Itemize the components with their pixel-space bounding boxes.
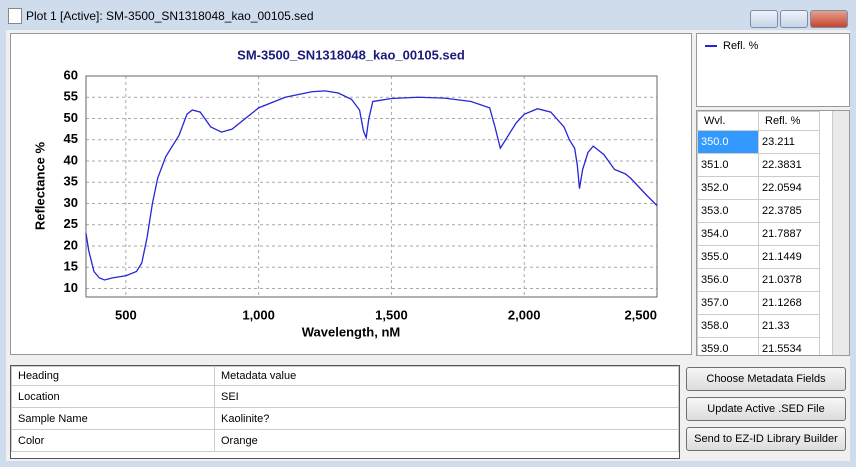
column-header: Refl. % [758,111,820,131]
metadata-cell: Sample Name [11,407,215,430]
y-tick-label: 40 [64,152,78,167]
x-tick-label: 1,500 [375,307,408,322]
metadata-panel: Heading Metadata value Location SEI Sample N… [10,365,680,459]
table-cell: 21.33 [758,314,820,338]
table-row: 350.0 23.211 [697,130,820,154]
table-row: 358.0 21.33 [697,314,820,338]
metadata-cell: Color [11,429,215,452]
y-tick-label: 45 [64,131,78,146]
table-row: 357.0 21.1268 [697,291,820,315]
table-cell: 22.0594 [758,176,820,200]
table-cell: 21.0378 [758,268,820,292]
action-button[interactable]: Update Active .SED File [686,397,846,421]
table-row: 359.0 21.5534 [697,337,820,355]
table-cell: 350.0 [697,130,759,154]
table-cell: 22.3785 [758,199,820,223]
y-tick-label: 15 [64,259,78,274]
y-tick-label: 25 [64,216,78,231]
minimize-button[interactable] [750,10,778,28]
plot-frame [85,75,658,298]
x-axis-label: Wavelength, nM [302,324,400,339]
table-row: 353.0 22.3785 [697,199,820,223]
chart: SM-3500_SN1318048_kao_00105.sed Waveleng… [10,33,692,355]
legend-label: Refl. % [723,40,759,52]
x-tick-label: 2,500 [624,307,657,322]
x-tick-label: 500 [115,307,137,322]
table-cell: 357.0 [697,291,759,315]
table-cell: 355.0 [697,245,759,269]
y-tick-label: 35 [64,174,78,189]
spectrum-line [85,90,658,281]
title-bar: Plot 1 [Active]: SM-3500_SN1318048_kao_0… [0,0,856,30]
scrollbar[interactable] [832,111,849,355]
window-title: Plot 1 [Active]: SM-3500_SN1318048_kao_0… [26,9,314,23]
metadata-cell[interactable]: Orange [214,429,679,452]
y-tick-label: 20 [64,237,78,252]
table-cell: 359.0 [697,337,759,355]
legend: Refl. % [696,33,850,107]
table-row: 354.0 21.7887 [697,222,820,246]
column-header: Metadata value [214,366,679,386]
table-row: 355.0 21.1449 [697,245,820,269]
metadata-row: Location SEI [11,385,679,408]
y-tick-label: 60 [64,67,78,82]
table-cell: 352.0 [697,176,759,200]
table-cell: 21.7887 [758,222,820,246]
table-cell: 354.0 [697,222,759,246]
chart-title: SM-3500_SN1318048_kao_00105.sed [237,47,465,62]
table-cell: 356.0 [697,268,759,292]
maximize-button[interactable] [780,10,808,28]
metadata-row: Sample Name Kaolinite? [11,407,679,430]
table-cell: 353.0 [697,199,759,223]
y-axis-label: Reflectance % [32,141,47,230]
table-cell: 21.1449 [758,245,820,269]
window-icon [8,8,22,24]
legend-swatch [705,45,717,47]
metadata-row: Color Orange [11,429,679,452]
y-tick-label: 50 [64,110,78,125]
metadata-table: Heading Metadata value Location SEI Sample N… [11,366,679,452]
close-button[interactable] [810,10,848,28]
table-cell: 351.0 [697,153,759,177]
table-row: 351.0 22.3831 [697,153,820,177]
data-grid: Wvl. Refl. % 350.0 23.211 351.0 22.3831 352.0 2… [696,110,850,356]
table-cell: 23.211 [758,130,820,154]
metadata-cell: Location [11,385,215,408]
x-tick-label: 1,000 [242,307,275,322]
table-cell: 21.5534 [758,337,820,355]
metadata-cell[interactable]: Kaolinite? [214,407,679,430]
y-tick-label: 10 [64,280,78,295]
action-button[interactable]: Choose Metadata Fields [686,367,846,391]
metadata-cell[interactable]: SEI [214,385,679,408]
y-tick-label: 30 [64,195,78,210]
x-tick-label: 2,000 [508,307,541,322]
column-header: Wvl. [697,111,759,131]
table-cell: 22.3831 [758,153,820,177]
column-header: Heading [11,366,215,386]
table-cell: 358.0 [697,314,759,338]
table-cell: 21.1268 [758,291,820,315]
action-button[interactable]: Send to EZ-ID Library Builder [686,427,846,451]
table-row: 352.0 22.0594 [697,176,820,200]
y-tick-label: 55 [64,89,78,104]
data-table: Wvl. Refl. % 350.0 23.211 351.0 22.3831 352.0 2… [697,111,820,355]
table-row: 356.0 21.0378 [697,268,820,292]
legend-item: Refl. % [705,40,758,52]
